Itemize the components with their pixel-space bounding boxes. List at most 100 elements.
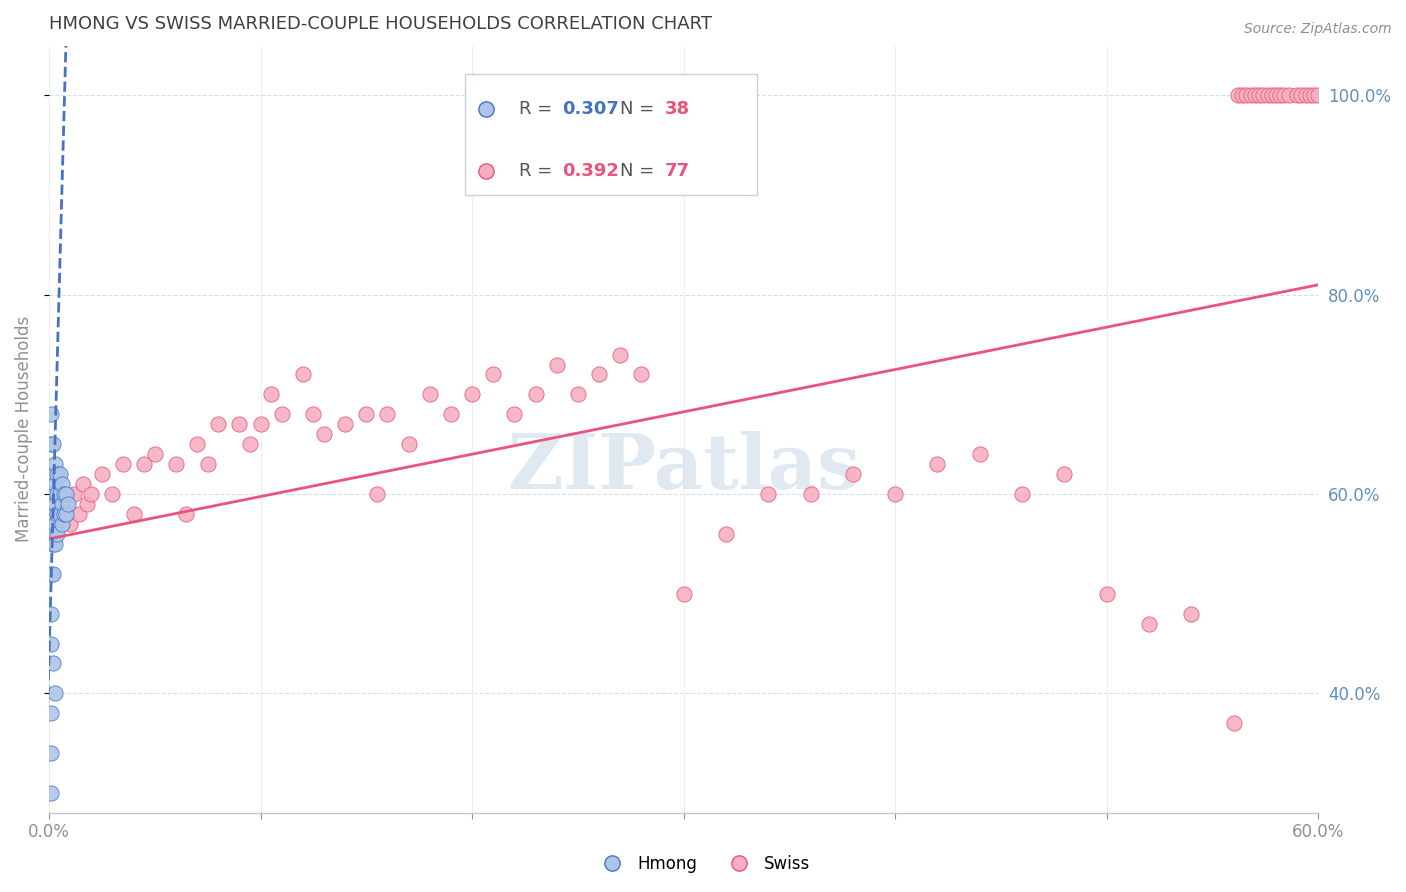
Point xyxy=(55,507,77,521)
Point xyxy=(1270,88,1292,103)
Point xyxy=(609,347,631,361)
Point xyxy=(927,457,949,471)
Point xyxy=(51,507,73,521)
Text: N =: N = xyxy=(620,161,661,179)
Text: 77: 77 xyxy=(665,161,689,179)
Point xyxy=(39,636,62,650)
Text: 0.307: 0.307 xyxy=(562,100,619,118)
Point xyxy=(42,537,65,551)
Point xyxy=(1278,88,1301,103)
Point xyxy=(1291,88,1313,103)
Point xyxy=(186,437,208,451)
Point xyxy=(1230,88,1253,103)
Point xyxy=(165,457,187,471)
Point xyxy=(44,477,66,491)
Point xyxy=(46,527,69,541)
Point xyxy=(377,408,399,422)
Point xyxy=(419,387,441,401)
Point xyxy=(197,457,219,471)
Point xyxy=(461,387,484,401)
Point xyxy=(482,368,505,382)
Y-axis label: Married-couple Households: Married-couple Households xyxy=(15,316,32,542)
Point xyxy=(52,507,75,521)
Point xyxy=(55,497,77,511)
Point xyxy=(39,566,62,581)
Point xyxy=(440,408,463,422)
Point xyxy=(1303,88,1326,103)
Point xyxy=(51,497,73,511)
Point xyxy=(51,477,73,491)
Point xyxy=(1239,88,1261,103)
Point xyxy=(1295,88,1317,103)
Point xyxy=(42,467,65,482)
Point xyxy=(969,447,991,461)
Point xyxy=(302,408,325,422)
Point xyxy=(1243,88,1265,103)
Point xyxy=(48,507,70,521)
Point xyxy=(207,417,229,432)
Point xyxy=(356,408,378,422)
Point xyxy=(46,487,69,501)
Point xyxy=(1137,616,1160,631)
Text: N =: N = xyxy=(620,100,661,118)
Point xyxy=(260,387,283,401)
Point xyxy=(672,587,695,601)
Point xyxy=(1053,467,1076,482)
Point xyxy=(291,368,314,382)
Point xyxy=(46,507,69,521)
Point xyxy=(588,368,610,382)
Point xyxy=(56,497,79,511)
FancyBboxPatch shape xyxy=(465,74,758,195)
Text: R =: R = xyxy=(519,100,558,118)
Point xyxy=(842,467,865,482)
Point xyxy=(76,497,98,511)
Point xyxy=(1226,88,1249,103)
Point xyxy=(42,437,65,451)
Text: 0.392: 0.392 xyxy=(562,161,619,179)
Point xyxy=(1274,88,1296,103)
Point xyxy=(503,408,526,422)
Point xyxy=(39,607,62,621)
Point xyxy=(1095,587,1118,601)
Point xyxy=(799,487,821,501)
Point xyxy=(39,786,62,800)
Point xyxy=(228,417,250,432)
Point xyxy=(44,686,66,700)
Point xyxy=(39,746,62,760)
Point xyxy=(42,566,65,581)
Text: HMONG VS SWISS MARRIED-COUPLE HOUSEHOLDS CORRELATION CHART: HMONG VS SWISS MARRIED-COUPLE HOUSEHOLDS… xyxy=(49,15,711,33)
Point xyxy=(312,427,335,442)
Point xyxy=(270,408,292,422)
Point xyxy=(42,657,65,671)
Point xyxy=(48,467,70,482)
Text: R =: R = xyxy=(519,161,558,179)
Point xyxy=(1299,88,1322,103)
Point xyxy=(111,457,134,471)
Point xyxy=(52,487,75,501)
Point xyxy=(239,437,262,451)
Point xyxy=(1256,88,1278,103)
Point xyxy=(1286,88,1309,103)
Point xyxy=(67,507,90,521)
Point xyxy=(101,487,124,501)
Point xyxy=(44,497,66,511)
Text: 38: 38 xyxy=(665,100,690,118)
Point xyxy=(366,487,388,501)
Point xyxy=(1265,88,1288,103)
Point xyxy=(630,368,652,382)
Point xyxy=(42,507,65,521)
Point xyxy=(59,516,82,531)
Point xyxy=(176,507,198,521)
Point xyxy=(1251,88,1274,103)
Point xyxy=(1308,88,1330,103)
Point xyxy=(39,487,62,501)
Point xyxy=(134,457,156,471)
Point xyxy=(72,477,94,491)
Point xyxy=(55,487,77,501)
Point xyxy=(1011,487,1033,501)
Point xyxy=(42,487,65,501)
Point xyxy=(333,417,356,432)
Text: Source: ZipAtlas.com: Source: ZipAtlas.com xyxy=(1244,22,1392,37)
Point xyxy=(249,417,271,432)
Point xyxy=(524,387,547,401)
